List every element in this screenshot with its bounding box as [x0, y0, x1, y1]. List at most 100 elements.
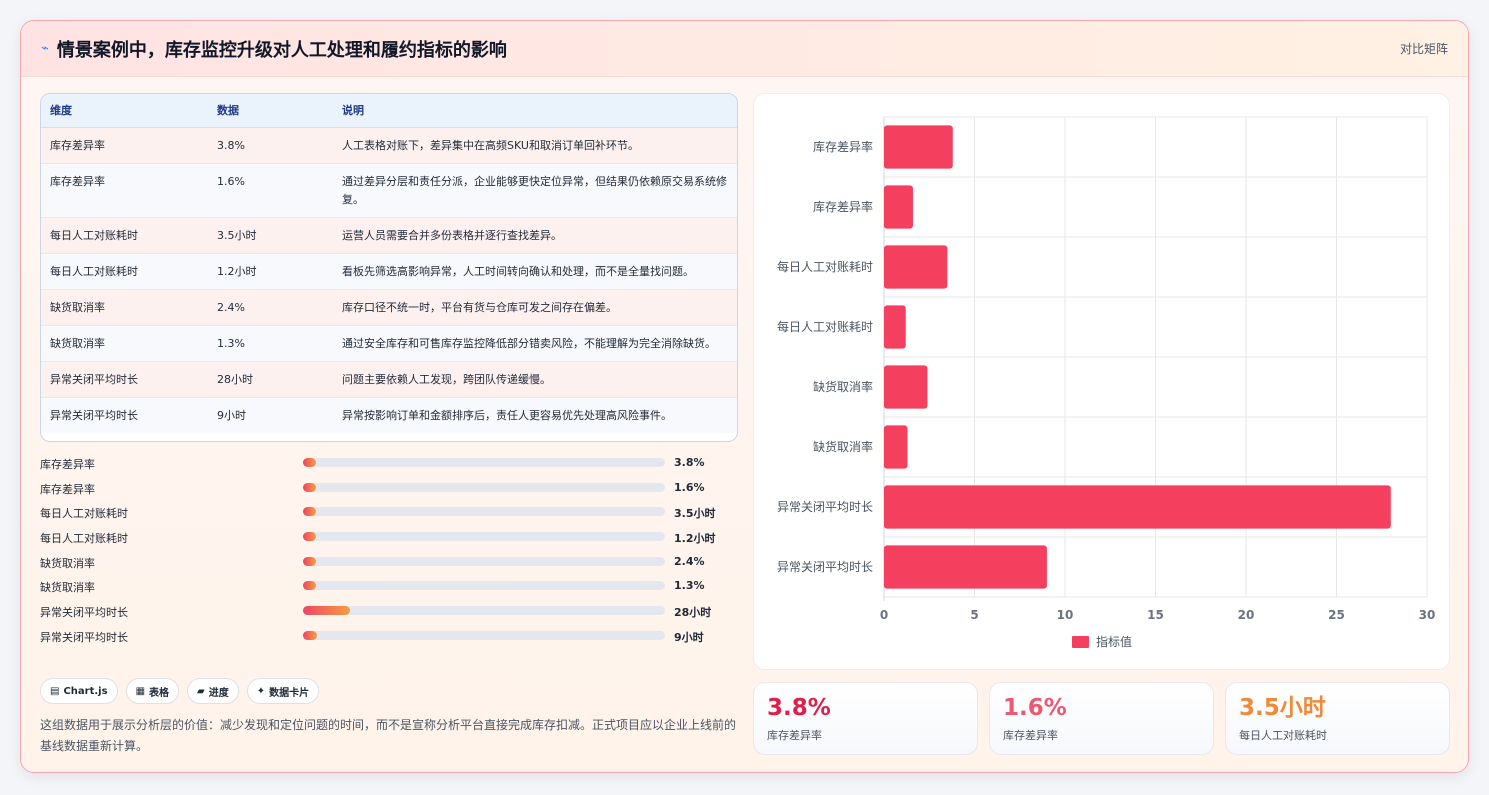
stat-card: 3.5小时每日人工对账耗时: [1225, 682, 1450, 755]
stat-value: 1.6%: [1003, 695, 1067, 721]
progress-track: [303, 581, 665, 591]
progress-label: 库存差异率: [40, 482, 95, 496]
progress-row: 异常关闭平均时长 28小时: [40, 601, 740, 626]
chip-chart[interactable]: ▤ Chart.js: [40, 678, 118, 704]
table-row: 每日人工对账耗时 3.5小时 运营人员需要合并多份表格并逐行查找差异。: [41, 217, 737, 254]
y-category-label: 缺货取消率: [813, 379, 873, 394]
chip-label: 数据卡片: [269, 687, 310, 699]
progress-label: 异常关闭平均时长: [40, 630, 128, 644]
progress-value: 1.3%: [674, 579, 705, 593]
footnote: 这组数据用于展示分析层的价值：减少发现和定位问题的时间，而不是宣称分析平台直接完…: [40, 718, 737, 753]
data-cell: 1.6%: [208, 163, 333, 218]
view-tag[interactable]: 对比矩阵: [1399, 42, 1448, 56]
progress-fill: [303, 482, 316, 492]
column-header-dimension: 维度: [41, 94, 208, 128]
chart-icon: ▤: [50, 685, 60, 697]
description-cell: 异常按影响订单和金额排序后，责任人更容易优先处理高风险事件。: [333, 397, 737, 433]
y-category-label: 每日人工对账耗时: [777, 319, 873, 334]
legend-label: 指标值: [1096, 634, 1132, 649]
description-cell: 运营人员需要合并多份表格并逐行查找差异。: [333, 217, 737, 254]
x-tick-label: 10: [1057, 608, 1074, 622]
x-tick-label: 20: [1238, 608, 1255, 622]
stat-label: 库存差异率: [767, 729, 822, 742]
sparkle-icon: ✦: [256, 685, 266, 697]
bar: [884, 485, 1391, 529]
chip-table[interactable]: ▦ 表格: [125, 678, 180, 704]
y-category-label: 缺货取消率: [813, 439, 873, 454]
data-cell: 28小时: [208, 361, 333, 398]
stat-cards: 3.8% 库存差异率 1.6% 库存差异率 3.5小时 每日人工对账耗时: [753, 682, 1450, 755]
stat-label: 每日人工对账耗时: [1239, 729, 1327, 742]
chip-label: 进度: [208, 687, 229, 699]
chip-label: 表格: [149, 687, 170, 699]
bar: [884, 545, 1047, 589]
dimension-cell: 每日人工对账耗时: [41, 253, 208, 290]
table-row: 每日人工对账耗时 1.2小时 看板先筛选高影响异常，人工时间转向确认和处理，而不是全…: [41, 253, 737, 290]
bar: [884, 185, 913, 229]
y-category-label: 异常关闭平均时长: [777, 500, 873, 514]
stat-card: 3.8% 库存差异率: [753, 682, 978, 755]
progress-row: 异常关闭平均时长 9小时: [40, 626, 740, 651]
progress-label: 缺货取消率: [40, 581, 95, 595]
progress-track: [303, 606, 665, 616]
y-category-label: 库存差异率: [813, 199, 873, 214]
table-row: 库存差异率 3.8% 人工表格对账下，差异集中在高频SKU和取消订单回补环节。: [41, 127, 737, 164]
description-cell: 通过差异分层和责任分派，企业能够更快定位异常，但结果仍依赖原交易系统修复。: [333, 163, 737, 218]
progress-fill: [303, 630, 318, 640]
table-row: 库存差异率 1.6% 通过差异分层和责任分派，企业能够更快定位异常，但结果仍依赖原交…: [41, 163, 737, 218]
dimension-cell: 缺货取消率: [41, 289, 208, 326]
card-header: ⌁ 情景案例中，库存监控升级对人工处理和履约指标的影响 对比矩阵: [21, 21, 1468, 77]
description-cell: 问题主要依赖人工发现，跨团队传递缓慢。: [333, 361, 737, 398]
data-cell: 3.5小时: [208, 217, 333, 254]
x-tick-label: 5: [970, 608, 978, 622]
progress-icon: ▰: [197, 685, 205, 697]
x-tick-label: 30: [1419, 608, 1436, 622]
progress-label: 异常关闭平均时长: [40, 606, 128, 620]
description-cell: 通过安全库存和可售库存监控降低部分错卖风险，不能理解为完全消除缺货。: [333, 325, 737, 362]
progress-label: 缺货取消率: [40, 556, 95, 570]
progress-value: 3.5小时: [674, 507, 716, 521]
table-header-row: 维度 数据 说明: [41, 94, 737, 128]
progress-row: 每日人工对账耗时 3.5小时: [40, 502, 740, 527]
page-title: 情景案例中，库存监控升级对人工处理和履约指标的影响: [56, 39, 507, 61]
y-category-label: 库存差异率: [813, 139, 873, 154]
progress-fill: [303, 556, 316, 566]
chip-progress[interactable]: ▰ 进度: [187, 678, 239, 704]
progress-fill: [303, 532, 316, 542]
stat-card: 1.6% 库存差异率: [989, 682, 1214, 755]
bar: [884, 305, 906, 349]
data-cell: 2.4%: [208, 289, 333, 326]
description-cell: 人工表格对账下，差异集中在高频SKU和取消订单回补环节。: [333, 127, 737, 164]
data-cell: 1.3%: [208, 325, 333, 362]
x-tick-label: 25: [1328, 608, 1345, 622]
description-cell: 库存口径不统一时，平台有货与仓库可发之间存在偏差。: [333, 289, 737, 326]
bar: [884, 425, 908, 469]
dimension-cell: 缺货取消率: [41, 325, 208, 362]
title-wrap: ⌁ 情景案例中，库存监控升级对人工处理和履约指标的影响: [41, 36, 507, 62]
progress-value: 9小时: [674, 630, 704, 644]
progress-track: [303, 532, 665, 542]
x-tick-label: 15: [1147, 608, 1164, 622]
bar: [884, 245, 948, 289]
table-icon: ▦: [135, 685, 146, 697]
progress-row: 库存差异率 3.8%: [40, 453, 740, 478]
progress-label: 每日人工对账耗时: [40, 507, 128, 521]
chip-sparkle[interactable]: ✦ 数据卡片: [246, 678, 320, 704]
dimension-cell: 异常关闭平均时长: [41, 397, 208, 433]
bar: [884, 365, 928, 409]
progress-value: 2.4%: [674, 554, 705, 568]
progress-value: 1.2小时: [674, 532, 716, 546]
lightning-icon: ⌁: [41, 41, 49, 56]
progress-track: [303, 482, 665, 492]
progress-fill: [303, 507, 316, 517]
data-cell: 3.8%: [208, 127, 333, 164]
progress-row: 缺货取消率 2.4%: [40, 552, 740, 577]
y-category-label: 每日人工对账耗时: [777, 259, 873, 274]
y-category-label: 异常关闭平均时长: [777, 560, 873, 574]
dimension-cell: 库存差异率: [41, 127, 208, 164]
data-cell: 1.2小时: [208, 253, 333, 290]
progress-fill: [303, 581, 316, 591]
stat-value: 3.5小时: [1239, 695, 1326, 721]
description-cell: 看板先筛选高影响异常，人工时间转向确认和处理，而不是全量找问题。: [333, 253, 737, 290]
comparison-table: 维度 数据 说明 库存差异率 3.8% 人工表格对账下，差异集中在高频SKU和取消订…: [40, 93, 738, 442]
